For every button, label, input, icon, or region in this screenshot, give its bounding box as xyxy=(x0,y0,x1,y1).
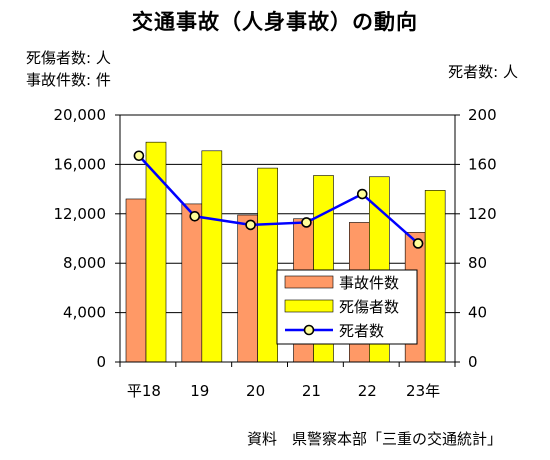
left-tick-label: 0 xyxy=(96,353,106,371)
x-tick-label: 22 xyxy=(358,382,377,400)
deaths-point xyxy=(189,210,201,222)
deaths-point xyxy=(245,219,256,231)
x-tick-label: 23年 xyxy=(406,382,440,400)
left-tick-label: 16,000 xyxy=(54,155,107,173)
right-tick-label: 120 xyxy=(468,205,497,223)
right-tick-label: 40 xyxy=(468,304,487,322)
legend-label-accidents: 事故件数 xyxy=(339,274,399,292)
legend-label-casualties: 死傷者数 xyxy=(339,298,399,316)
chart-title: 交通事故（人身事故）の動向 xyxy=(132,10,418,34)
source-note: 資料 県警察本部「三重の交通統計」 xyxy=(246,430,502,448)
right-axis-unit-deaths: 死者数: 人 xyxy=(448,63,518,81)
left-axis-unit-casualties: 死傷者数: 人 xyxy=(26,49,111,67)
casualties-bar xyxy=(424,190,446,363)
deaths-line xyxy=(137,154,419,245)
bar-series xyxy=(125,141,446,363)
legend-label-deaths: 死者数 xyxy=(339,322,384,340)
deaths-point xyxy=(133,150,145,162)
legend-swatch-casualties xyxy=(284,299,334,313)
accidents-bar xyxy=(237,214,258,363)
x-tick-label: 19 xyxy=(190,382,209,400)
x-tick-label: 21 xyxy=(302,382,321,400)
x-tick-label: 平18 xyxy=(127,382,161,400)
deaths-point xyxy=(301,217,312,228)
line-series xyxy=(133,150,424,249)
left-axis-unit-accidents: 事故件数: 件 xyxy=(26,71,111,89)
right-tick-label: 80 xyxy=(468,254,487,272)
casualties-bar xyxy=(201,150,223,363)
accidents-bar xyxy=(181,203,203,363)
x-tick-label: 20 xyxy=(246,382,265,400)
deaths-point xyxy=(412,238,424,249)
left-tick-label: 12,000 xyxy=(54,205,107,223)
accidents-bar xyxy=(125,198,147,363)
left-tick-label: 4,000 xyxy=(63,304,106,322)
left-tick-label: 20,000 xyxy=(54,106,107,124)
casualties-bar xyxy=(257,167,278,363)
right-tick-label: 0 xyxy=(468,353,478,371)
legend-swatch-accidents xyxy=(284,275,334,289)
left-tick-label: 8,000 xyxy=(63,254,106,272)
legend-swatch-deaths-marker xyxy=(303,324,315,336)
deaths-point xyxy=(356,188,368,200)
axes: 0 0 4,000 40 8,000 80 12,000 120 16,000 160 20,000… xyxy=(54,106,497,400)
right-tick-label: 200 xyxy=(468,106,497,124)
right-tick-label: 160 xyxy=(468,155,497,173)
